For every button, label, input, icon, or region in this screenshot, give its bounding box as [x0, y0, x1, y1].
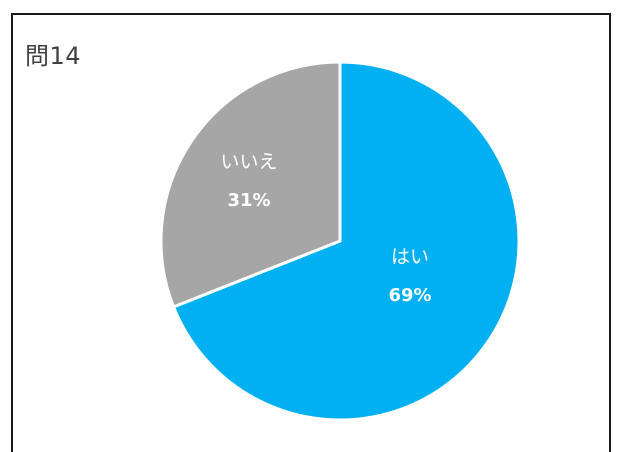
pie-slice-no: [159, 60, 342, 309]
pie-labels: はい 69% いいえ 31%: [220, 151, 431, 306]
slice-value-yes: 69%: [388, 285, 431, 306]
slice-label-no: いいえ: [220, 151, 277, 173]
slice-value-no: 31%: [227, 190, 270, 211]
pie-slices: [159, 60, 521, 422]
pie-slice-yes: [172, 60, 521, 422]
slice-label-yes: はい: [391, 246, 429, 268]
chart-title: 問14: [25, 42, 82, 70]
